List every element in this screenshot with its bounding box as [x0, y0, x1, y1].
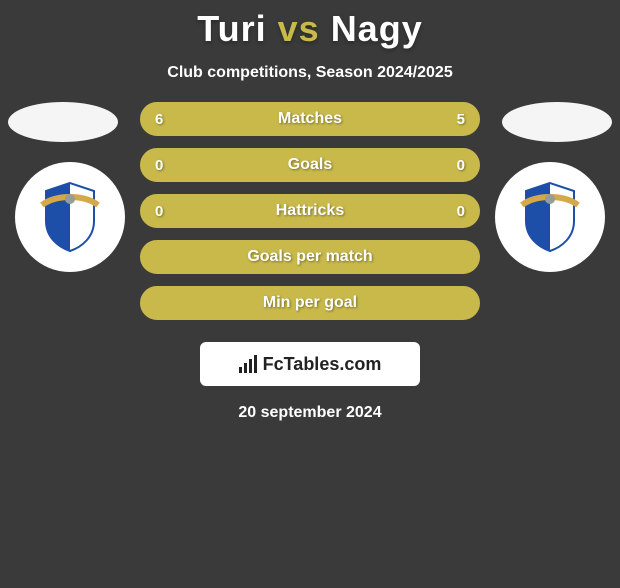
main-content: 6 Matches 5 0 Goals 0 0 Hattricks 0 Goals per mat… — [0, 102, 620, 320]
date-text: 20 september 2024 — [0, 404, 620, 422]
comparison-title: Turi vs Nagy — [0, 8, 620, 50]
stat-left-value: 6 — [155, 111, 163, 128]
stats-rows: 6 Matches 5 0 Goals 0 0 Hattricks 0 Goals per mat… — [140, 102, 480, 320]
stat-row-hattricks: 0 Hattricks 0 — [140, 194, 480, 228]
brand-box[interactable]: FcTables.com — [200, 342, 420, 386]
stat-row-min-per-goal: Min per goal — [140, 286, 480, 320]
vs-text: vs — [278, 8, 320, 49]
brand-text: FcTables.com — [263, 354, 382, 375]
stat-left-value: 0 — [155, 157, 163, 174]
stat-right-value: 0 — [457, 203, 465, 220]
stat-label: Hattricks — [276, 202, 344, 220]
stat-label: Goals — [288, 156, 332, 174]
stat-row-goals-per-match: Goals per match — [140, 240, 480, 274]
chart-icon — [239, 355, 257, 373]
player2-club-badge — [495, 162, 605, 272]
stat-label: Goals per match — [247, 248, 372, 266]
player2-name: Nagy — [331, 8, 423, 49]
stat-label: Min per goal — [263, 294, 357, 312]
stat-row-goals: 0 Goals 0 — [140, 148, 480, 182]
stat-row-matches: 6 Matches 5 — [140, 102, 480, 136]
shield-icon — [40, 181, 100, 253]
player1-name: Turi — [197, 8, 266, 49]
player1-disc — [8, 102, 118, 142]
player1-club-badge — [15, 162, 125, 272]
subtitle: Club competitions, Season 2024/2025 — [0, 64, 620, 82]
stat-label: Matches — [278, 110, 342, 128]
stat-right-value: 0 — [457, 157, 465, 174]
shield-icon — [520, 181, 580, 253]
player2-disc — [502, 102, 612, 142]
stat-right-value: 5 — [457, 111, 465, 128]
stat-left-value: 0 — [155, 203, 163, 220]
